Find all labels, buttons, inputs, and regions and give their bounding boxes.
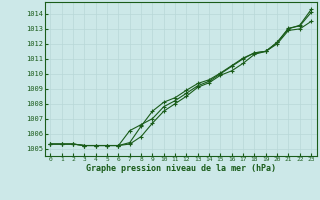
X-axis label: Graphe pression niveau de la mer (hPa): Graphe pression niveau de la mer (hPa) [86,164,276,173]
